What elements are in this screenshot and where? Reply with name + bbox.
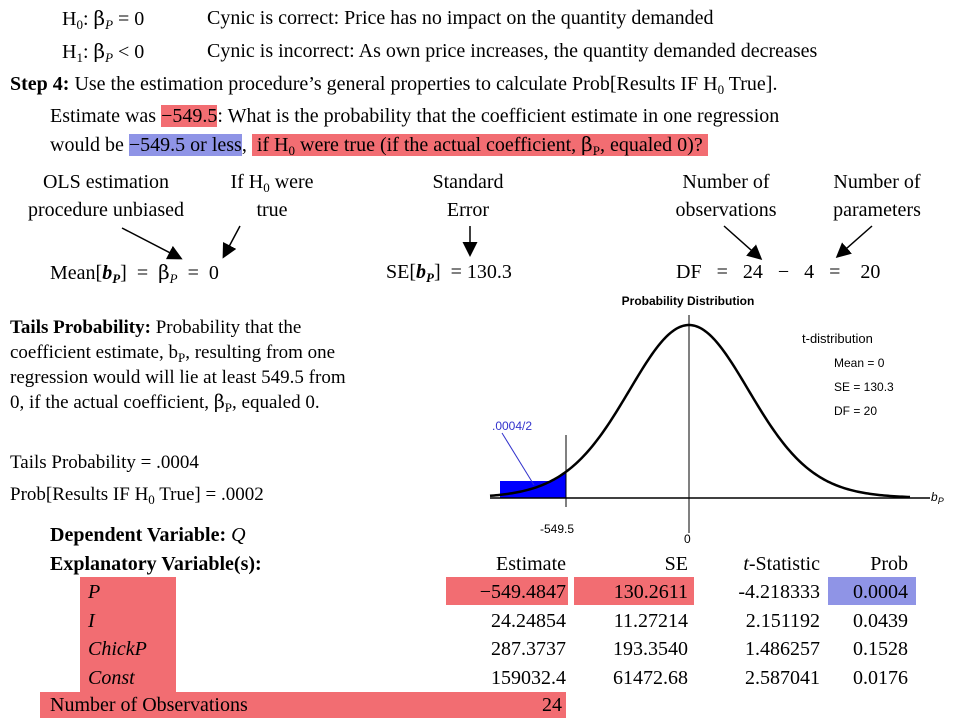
h1-text: Cynic is incorrect: As own price increas… [207, 40, 818, 62]
step4-line: Step 4: Use the estimation procedure’s g… [10, 73, 778, 97]
zero-label: 0 [684, 532, 691, 546]
row-prob: 0.0004 [853, 581, 908, 603]
arrow-if-h0 [222, 225, 241, 259]
h0-line: H0: βP = 0 [62, 6, 145, 32]
row-var: ChickP [88, 638, 147, 660]
row-se: 11.27214 [613, 609, 688, 632]
col-se: SE [664, 553, 688, 575]
estimate-line-2: would be −549.5 or less, if H0 were true… [50, 132, 708, 158]
row-t: 2.587041 [745, 666, 820, 689]
nobs-label: Number of Observations [50, 694, 248, 716]
probability-distribution-chart: Probability Distribution .0004/2 -549.5 … [489, 294, 944, 546]
row-se: 61472.68 [613, 666, 688, 689]
tail-pointer [501, 432, 535, 486]
arrow-npar [835, 225, 873, 258]
axis-label: bP [931, 490, 944, 506]
nobs-value: 24 [542, 694, 562, 716]
var-column-highlight [80, 577, 176, 697]
header-if-h0: If H0 were true [230, 171, 314, 221]
step4-text-a: Use the estimation procedure’s general p… [69, 73, 718, 95]
dist-name: t-distribution [802, 331, 873, 346]
dist-se: SE = 130.3 [834, 380, 894, 394]
or-less-highlight: −549.5 or less [128, 134, 242, 156]
density-curve [489, 323, 911, 499]
header-nobs: Number of observations [675, 171, 777, 221]
row-t: 2.151192 [745, 609, 820, 632]
row-estimate: 159032.4 [491, 666, 566, 689]
cutoff-label: -549.5 [540, 522, 574, 536]
header-se: Standard Error [432, 171, 504, 221]
se-p-highlight [574, 577, 694, 605]
row-t: 1.486257 [745, 638, 820, 660]
row-var: I [88, 609, 95, 632]
dist-mean: Mean = 0 [834, 356, 885, 370]
row-estimate: −549.4847 [479, 581, 566, 603]
distribution-title: Probability Distribution [622, 294, 755, 308]
dist-df: DF = 20 [834, 404, 877, 418]
step4-label: Step 4: [10, 73, 70, 95]
row-prob: 0.1528 [853, 638, 908, 660]
header-arrows [121, 225, 873, 260]
if-h0-highlight: if H0 were true (if the actual coefficie… [251, 132, 708, 158]
nobs-row-highlight [40, 692, 566, 718]
estimate-value-highlight: −549.5 [161, 105, 218, 127]
tails-paragraph: Tails Probability: Probability that the … [10, 317, 346, 415]
row-t: -4.218333 [738, 581, 820, 603]
col-prob: Prob [870, 553, 908, 575]
step4-text-b: True]. [724, 73, 778, 95]
row-estimate: 287.3737 [491, 638, 566, 660]
row-se: 193.3540 [613, 638, 688, 660]
row-var: Const [88, 666, 135, 689]
formula-se: SE[bP] = 130.3 [386, 261, 512, 285]
h0-text: Cynic is correct: Price has no impact on… [207, 7, 714, 29]
formula-df: DF = 24 − 4 = 20 [676, 261, 881, 283]
row-estimate: 24.24854 [491, 609, 566, 632]
tail-label: .0004/2 [492, 419, 532, 433]
row-var: P [88, 581, 101, 603]
arrow-nobs [723, 225, 763, 260]
col-t: t-Statistic [743, 553, 820, 575]
header-npar: Number of parameters [833, 171, 921, 221]
h1-line: H1: βP < 0 [62, 39, 145, 65]
tails-probability: Tails Probability = .0004 [10, 452, 199, 473]
prob-p-highlight [828, 577, 916, 605]
estimate-p-highlight [446, 577, 568, 605]
row-prob: 0.0176 [853, 666, 908, 689]
header-ols: OLS estimation procedure unbiased [27, 171, 185, 221]
prob-results: Prob[Results IF H0 True] = .0002 [10, 484, 264, 507]
explanatory-label: Explanatory Variable(s): [50, 553, 262, 575]
formula-mean: Mean[bP] = βP = 0 [50, 260, 219, 286]
dependent-variable: Dependent Variable: Q [50, 524, 246, 546]
arrow-ols [121, 227, 183, 260]
row-se: 130.2611 [613, 581, 688, 603]
col-estimate: Estimate [496, 553, 566, 575]
estimate-line-1: Estimate was −549.5: What is the probabi… [50, 105, 780, 127]
row-prob: 0.0439 [853, 609, 908, 632]
